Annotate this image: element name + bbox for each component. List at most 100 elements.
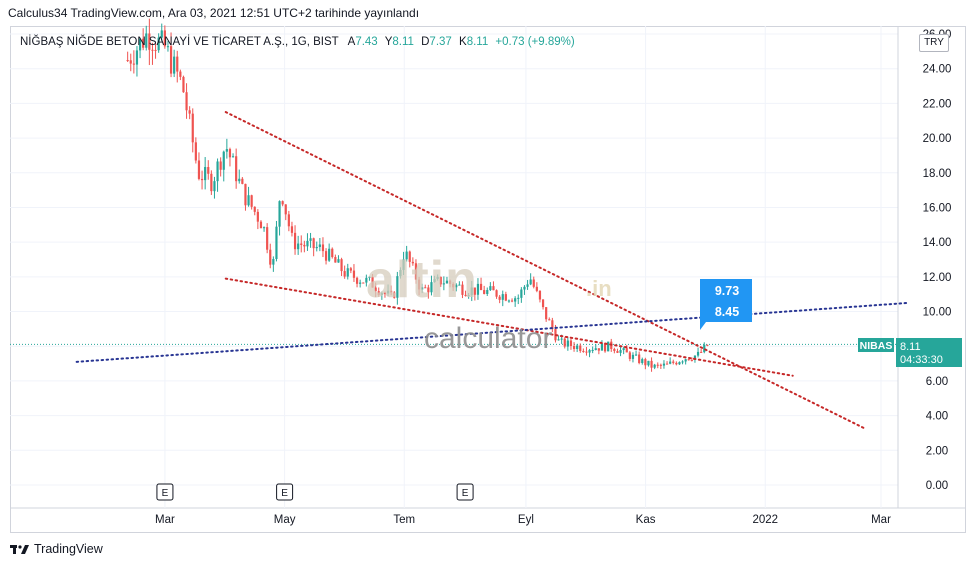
candle-body	[445, 280, 449, 284]
candle-body	[390, 290, 393, 293]
candle-body	[405, 251, 408, 260]
candle-body	[616, 351, 619, 353]
candle-body	[510, 300, 514, 302]
candle-body	[290, 226, 294, 233]
candle-body	[259, 221, 263, 229]
candle-body	[173, 56, 176, 74]
y-axis: 26.0024.0022.0020.0018.0016.0014.0012.00…	[923, 29, 952, 492]
candle-body	[458, 284, 461, 286]
candle-body	[439, 276, 442, 285]
x-tick-label: Eyl	[518, 514, 534, 526]
candle-body	[256, 211, 259, 222]
candle-body	[151, 49, 154, 51]
candle-body	[495, 290, 498, 297]
candle-body	[287, 214, 290, 227]
candle-body	[476, 283, 480, 295]
open-value: 7.43	[355, 36, 378, 48]
candle-body	[244, 183, 247, 206]
y-tick-label: 14.00	[923, 237, 952, 249]
candle-body	[607, 341, 610, 352]
y-tick-label: 18.00	[923, 168, 952, 180]
candle-body	[421, 287, 424, 290]
watermark-tld: .in	[586, 276, 612, 301]
candle-body	[213, 181, 216, 192]
candle-body	[634, 354, 638, 356]
candle-body	[520, 289, 523, 298]
candle-body	[551, 320, 554, 330]
candle-body	[662, 363, 666, 366]
candle-body	[535, 286, 538, 291]
x-tick-label: Mar	[871, 514, 891, 526]
trendlines	[75, 111, 910, 429]
candle-body	[318, 244, 321, 247]
candle-body	[545, 307, 548, 320]
candle-body	[541, 299, 545, 308]
candle-body	[334, 257, 337, 263]
y-tick-label: 20.00	[923, 133, 952, 145]
candle-body	[331, 248, 334, 258]
candle-body	[690, 359, 693, 361]
candle-body	[619, 350, 622, 353]
candle-body	[200, 178, 204, 181]
candle-body	[197, 160, 201, 179]
candle-body	[148, 33, 151, 50]
candle-body	[603, 343, 607, 352]
candle-body	[179, 71, 182, 77]
candle-body	[653, 364, 656, 368]
candle-body	[597, 348, 600, 351]
candle-body	[129, 60, 132, 64]
trendline	[224, 277, 794, 377]
candle-body	[169, 46, 173, 74]
candle-body	[448, 280, 452, 284]
candle-body	[687, 359, 690, 361]
candle-body	[293, 232, 297, 250]
candle-body	[507, 300, 511, 302]
candle-body	[430, 282, 433, 293]
high-value: 8.11	[392, 36, 414, 48]
candle-body	[498, 296, 501, 300]
candle-body	[622, 348, 625, 351]
candle-body	[700, 351, 703, 353]
candle-body	[337, 259, 340, 263]
candle-body	[504, 294, 507, 301]
candle-body	[442, 283, 445, 285]
y-tick-label: 2.00	[926, 445, 948, 457]
candle-body	[461, 284, 464, 295]
candle-body	[377, 291, 380, 295]
earnings-marker	[456, 483, 474, 501]
candle-body	[142, 38, 145, 48]
symbol-legend: NİĞBAŞ NİĞDE BETON SANAYİ VE TİCARET A.Ş…	[20, 36, 575, 48]
candle-body	[631, 354, 635, 359]
candle-body	[309, 238, 312, 241]
candle-body	[424, 287, 427, 289]
candle-body	[132, 63, 135, 65]
candle-body	[359, 282, 362, 284]
candle-body	[321, 244, 325, 252]
candle-body	[492, 286, 495, 291]
currency-badge[interactable]: TRY	[919, 34, 949, 52]
candle-body	[479, 283, 483, 291]
candle-body	[393, 292, 396, 298]
y-tick-label: 12.00	[923, 272, 952, 284]
candle-body	[362, 282, 365, 284]
candle-body	[182, 76, 185, 93]
candle-body	[365, 277, 368, 283]
candle-body	[591, 349, 594, 351]
candle-body	[275, 226, 278, 260]
footer-brand[interactable]: TradingView	[10, 542, 103, 556]
candle-body	[659, 364, 662, 366]
candle-body	[594, 348, 597, 350]
publish-info: Calculus34 TradingView.com, Ara 03, 2021…	[8, 6, 420, 20]
footer-brand-label: TradingView	[34, 542, 103, 556]
candle-body	[560, 338, 563, 340]
candle-body	[706, 344, 709, 346]
candle-body	[328, 248, 331, 261]
candle-body	[572, 345, 576, 349]
candle-body	[563, 338, 566, 347]
candle-body	[386, 290, 390, 294]
candle-body	[414, 263, 418, 280]
candle-body	[235, 156, 238, 182]
x-tick-label: Mar	[155, 514, 175, 526]
candle-body	[204, 167, 207, 181]
